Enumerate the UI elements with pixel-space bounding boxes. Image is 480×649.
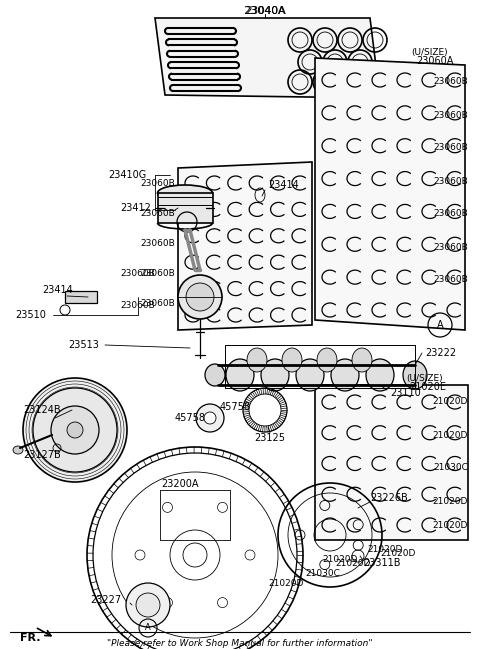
Text: 23110: 23110 bbox=[390, 388, 421, 398]
Ellipse shape bbox=[331, 359, 359, 391]
Circle shape bbox=[196, 404, 224, 432]
Text: 23412: 23412 bbox=[120, 203, 151, 213]
Text: 23060B: 23060B bbox=[433, 210, 468, 219]
Text: 23060B: 23060B bbox=[140, 269, 175, 278]
Text: 23410G: 23410G bbox=[108, 170, 146, 180]
Circle shape bbox=[33, 388, 117, 472]
Circle shape bbox=[204, 412, 216, 424]
Ellipse shape bbox=[205, 364, 225, 386]
Text: 23060B: 23060B bbox=[433, 143, 468, 153]
Text: 23200A: 23200A bbox=[161, 479, 199, 489]
Ellipse shape bbox=[261, 359, 289, 391]
Polygon shape bbox=[315, 385, 468, 540]
Text: FR.: FR. bbox=[20, 633, 40, 643]
Bar bbox=[65, 291, 97, 303]
Ellipse shape bbox=[352, 348, 372, 372]
Text: 23060A: 23060A bbox=[416, 56, 454, 66]
Text: 21020D: 21020D bbox=[268, 580, 303, 589]
Text: 23060B: 23060B bbox=[433, 275, 468, 284]
Text: 21020D: 21020D bbox=[335, 559, 371, 567]
Text: A: A bbox=[145, 624, 151, 633]
Text: 23060B: 23060B bbox=[140, 178, 175, 188]
Ellipse shape bbox=[157, 185, 213, 201]
Text: 23060B: 23060B bbox=[120, 300, 155, 310]
Text: A: A bbox=[437, 320, 444, 330]
Text: (U/SIZE): (U/SIZE) bbox=[412, 47, 448, 56]
Text: 21020E: 21020E bbox=[409, 382, 446, 392]
Text: 21020D: 21020D bbox=[432, 496, 468, 506]
Text: 21020D: 21020D bbox=[322, 556, 358, 565]
Circle shape bbox=[126, 583, 170, 627]
Text: 23040A: 23040A bbox=[245, 6, 285, 16]
Text: 23414: 23414 bbox=[42, 285, 73, 295]
Text: 23060B: 23060B bbox=[433, 110, 468, 119]
Text: 21020D: 21020D bbox=[432, 520, 468, 530]
Circle shape bbox=[23, 378, 127, 482]
Text: 23060B: 23060B bbox=[433, 77, 468, 86]
Text: (U/SIZE): (U/SIZE) bbox=[407, 374, 444, 382]
Circle shape bbox=[186, 283, 214, 311]
Circle shape bbox=[67, 422, 83, 438]
Text: 23060B: 23060B bbox=[433, 243, 468, 252]
Text: 45758: 45758 bbox=[175, 413, 206, 423]
Text: 23227: 23227 bbox=[90, 595, 121, 605]
Text: 23513: 23513 bbox=[68, 340, 99, 350]
Text: 23060B: 23060B bbox=[140, 299, 175, 308]
Ellipse shape bbox=[247, 348, 267, 372]
Text: 23060B: 23060B bbox=[140, 208, 175, 217]
Text: 21020D: 21020D bbox=[432, 397, 468, 406]
Circle shape bbox=[51, 406, 99, 454]
Text: 21020D: 21020D bbox=[380, 548, 415, 557]
Polygon shape bbox=[155, 18, 380, 98]
Text: "Please refer to Work Shop Manual for further information": "Please refer to Work Shop Manual for fu… bbox=[107, 639, 373, 648]
Text: 21030C: 21030C bbox=[305, 570, 340, 578]
Circle shape bbox=[178, 275, 222, 319]
Ellipse shape bbox=[317, 348, 337, 372]
Text: 23125: 23125 bbox=[254, 433, 286, 443]
Ellipse shape bbox=[296, 359, 324, 391]
Text: 23040A: 23040A bbox=[243, 6, 287, 16]
Text: 23060B: 23060B bbox=[140, 238, 175, 247]
Text: 23510: 23510 bbox=[15, 310, 46, 320]
Circle shape bbox=[136, 593, 160, 617]
Text: 23060B: 23060B bbox=[433, 177, 468, 186]
Text: 23060B: 23060B bbox=[120, 269, 155, 278]
Text: 21020D: 21020D bbox=[367, 546, 403, 554]
Ellipse shape bbox=[13, 446, 23, 454]
Text: 21030C: 21030C bbox=[433, 463, 468, 472]
Text: 21020D: 21020D bbox=[432, 430, 468, 439]
Ellipse shape bbox=[282, 348, 302, 372]
Ellipse shape bbox=[403, 361, 427, 389]
Text: 23127B: 23127B bbox=[23, 450, 61, 460]
Text: 23222: 23222 bbox=[425, 348, 456, 358]
Bar bbox=[158, 193, 213, 223]
Text: 23124B: 23124B bbox=[23, 405, 60, 415]
Ellipse shape bbox=[366, 359, 394, 391]
Text: 23311B: 23311B bbox=[363, 558, 400, 568]
Text: 23414: 23414 bbox=[268, 180, 299, 190]
Text: 23226B: 23226B bbox=[370, 493, 408, 503]
Ellipse shape bbox=[226, 359, 254, 391]
Text: 45758: 45758 bbox=[220, 402, 251, 412]
Polygon shape bbox=[178, 162, 312, 330]
Polygon shape bbox=[315, 58, 465, 330]
